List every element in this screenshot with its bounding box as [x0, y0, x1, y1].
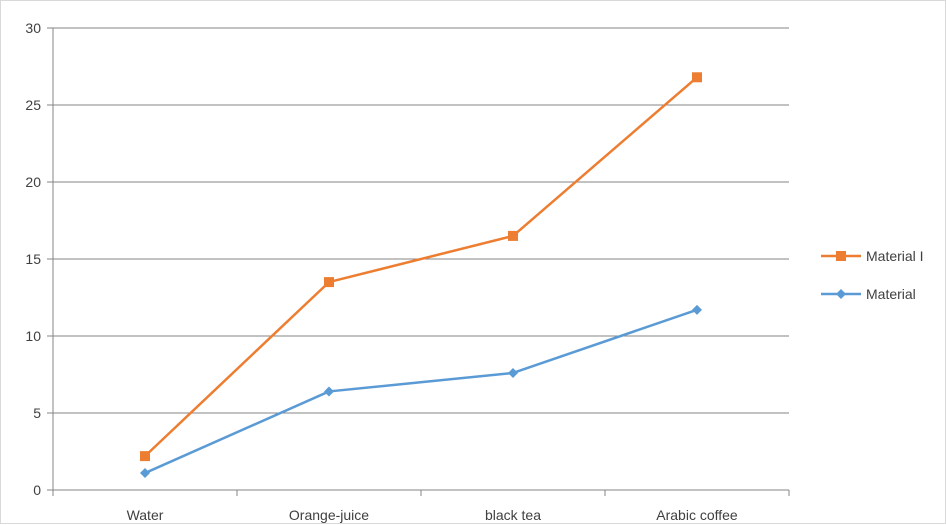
x-tick-label: Orange-juice [289, 507, 369, 523]
y-tick-label: 5 [33, 405, 41, 421]
y-tick-label: 0 [33, 482, 41, 498]
legend-label-0: Material I [866, 248, 924, 264]
series-line-0 [144, 76, 698, 458]
legend: Material I Material [821, 248, 924, 302]
data-point-marker [692, 72, 702, 83]
x-tick-label: Arabic coffee [656, 507, 738, 523]
x-tick-label: black tea [485, 507, 541, 523]
data-point-marker [508, 230, 518, 241]
y-tick-label: 20 [25, 174, 41, 190]
legend-label-1: Material [866, 286, 916, 302]
data-point-marker [140, 451, 150, 462]
tick-labels: 0 5 10 15 20 25 30 Water Orange-juice black tea Ar… [25, 20, 738, 523]
legend-marker-0 [836, 251, 846, 261]
data-point-marker [324, 277, 334, 288]
y-tick-label: 15 [25, 251, 41, 267]
data-point-marker [324, 386, 334, 397]
y-tick-label: 10 [25, 328, 41, 344]
series-layer [140, 72, 702, 479]
x-tick-label: Water [127, 507, 164, 523]
grid-lines [53, 27, 789, 414]
legend-marker-1 [836, 289, 846, 299]
y-tick-label: 25 [25, 97, 41, 113]
series-line-1 [144, 308, 698, 475]
axes [47, 27, 790, 496]
data-point-marker [692, 304, 702, 315]
data-point-marker [140, 468, 150, 479]
data-point-marker [508, 367, 518, 378]
y-tick-label: 30 [25, 20, 41, 36]
